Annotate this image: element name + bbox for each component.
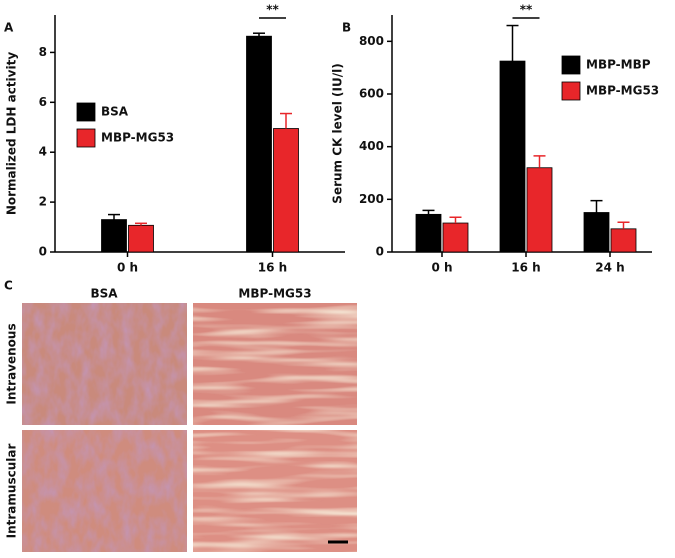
legend-label: MBP-MG53: [101, 131, 174, 145]
bar: [273, 128, 299, 253]
histology-texture: [22, 303, 187, 425]
bar: [526, 167, 553, 253]
row-label: Intramuscular: [5, 444, 19, 539]
y-axis-label: Normalized LDH activity: [5, 52, 19, 215]
row-label: Intravenous: [5, 323, 19, 404]
bar: [415, 213, 442, 253]
y-tick-label: 0: [376, 245, 384, 259]
histology-texture: [193, 303, 357, 425]
significance-label: **: [266, 3, 279, 17]
legend-swatch: [561, 81, 581, 101]
bar: [246, 35, 272, 253]
bar: [610, 228, 637, 253]
y-tick-label: 200: [359, 192, 384, 206]
bar: [583, 212, 610, 253]
y-tick-label: 8: [39, 45, 47, 59]
panel-c-images: [22, 303, 357, 552]
legend-label: BSA: [101, 105, 129, 119]
histology-texture: [22, 430, 187, 552]
x-tick-label: 0 h: [431, 261, 452, 275]
y-tick-label: 600: [359, 87, 384, 101]
legend-label: MBP-MBP: [586, 58, 651, 72]
x-tick-label: 24 h: [595, 261, 624, 275]
y-axis-label: Serum CK level (IU/l): [331, 63, 345, 203]
column-label: MBP-MG53: [238, 287, 311, 301]
significance-label: **: [520, 3, 533, 17]
panel-label: C: [4, 279, 13, 293]
y-tick-label: 800: [359, 34, 384, 48]
y-tick-label: 4: [39, 145, 47, 159]
y-tick-label: 2: [39, 195, 47, 209]
legend-swatch: [76, 102, 96, 122]
panel-label: B: [342, 21, 351, 35]
y-tick-label: 6: [39, 95, 47, 109]
x-tick-label: 16 h: [511, 261, 540, 275]
legend-swatch: [76, 128, 96, 148]
x-tick-label: 0 h: [117, 261, 138, 275]
bar: [101, 219, 127, 253]
bar: [128, 224, 154, 253]
histology-texture: [193, 430, 357, 552]
bar: [499, 60, 526, 253]
panel-label: A: [4, 21, 14, 35]
column-label: BSA: [90, 287, 118, 301]
legend-swatch: [561, 55, 581, 75]
y-tick-label: 400: [359, 139, 384, 153]
legend-label: MBP-MG53: [586, 84, 659, 98]
y-tick-label: 0: [39, 245, 47, 259]
bar: [442, 222, 469, 253]
x-tick-label: 16 h: [258, 261, 287, 275]
